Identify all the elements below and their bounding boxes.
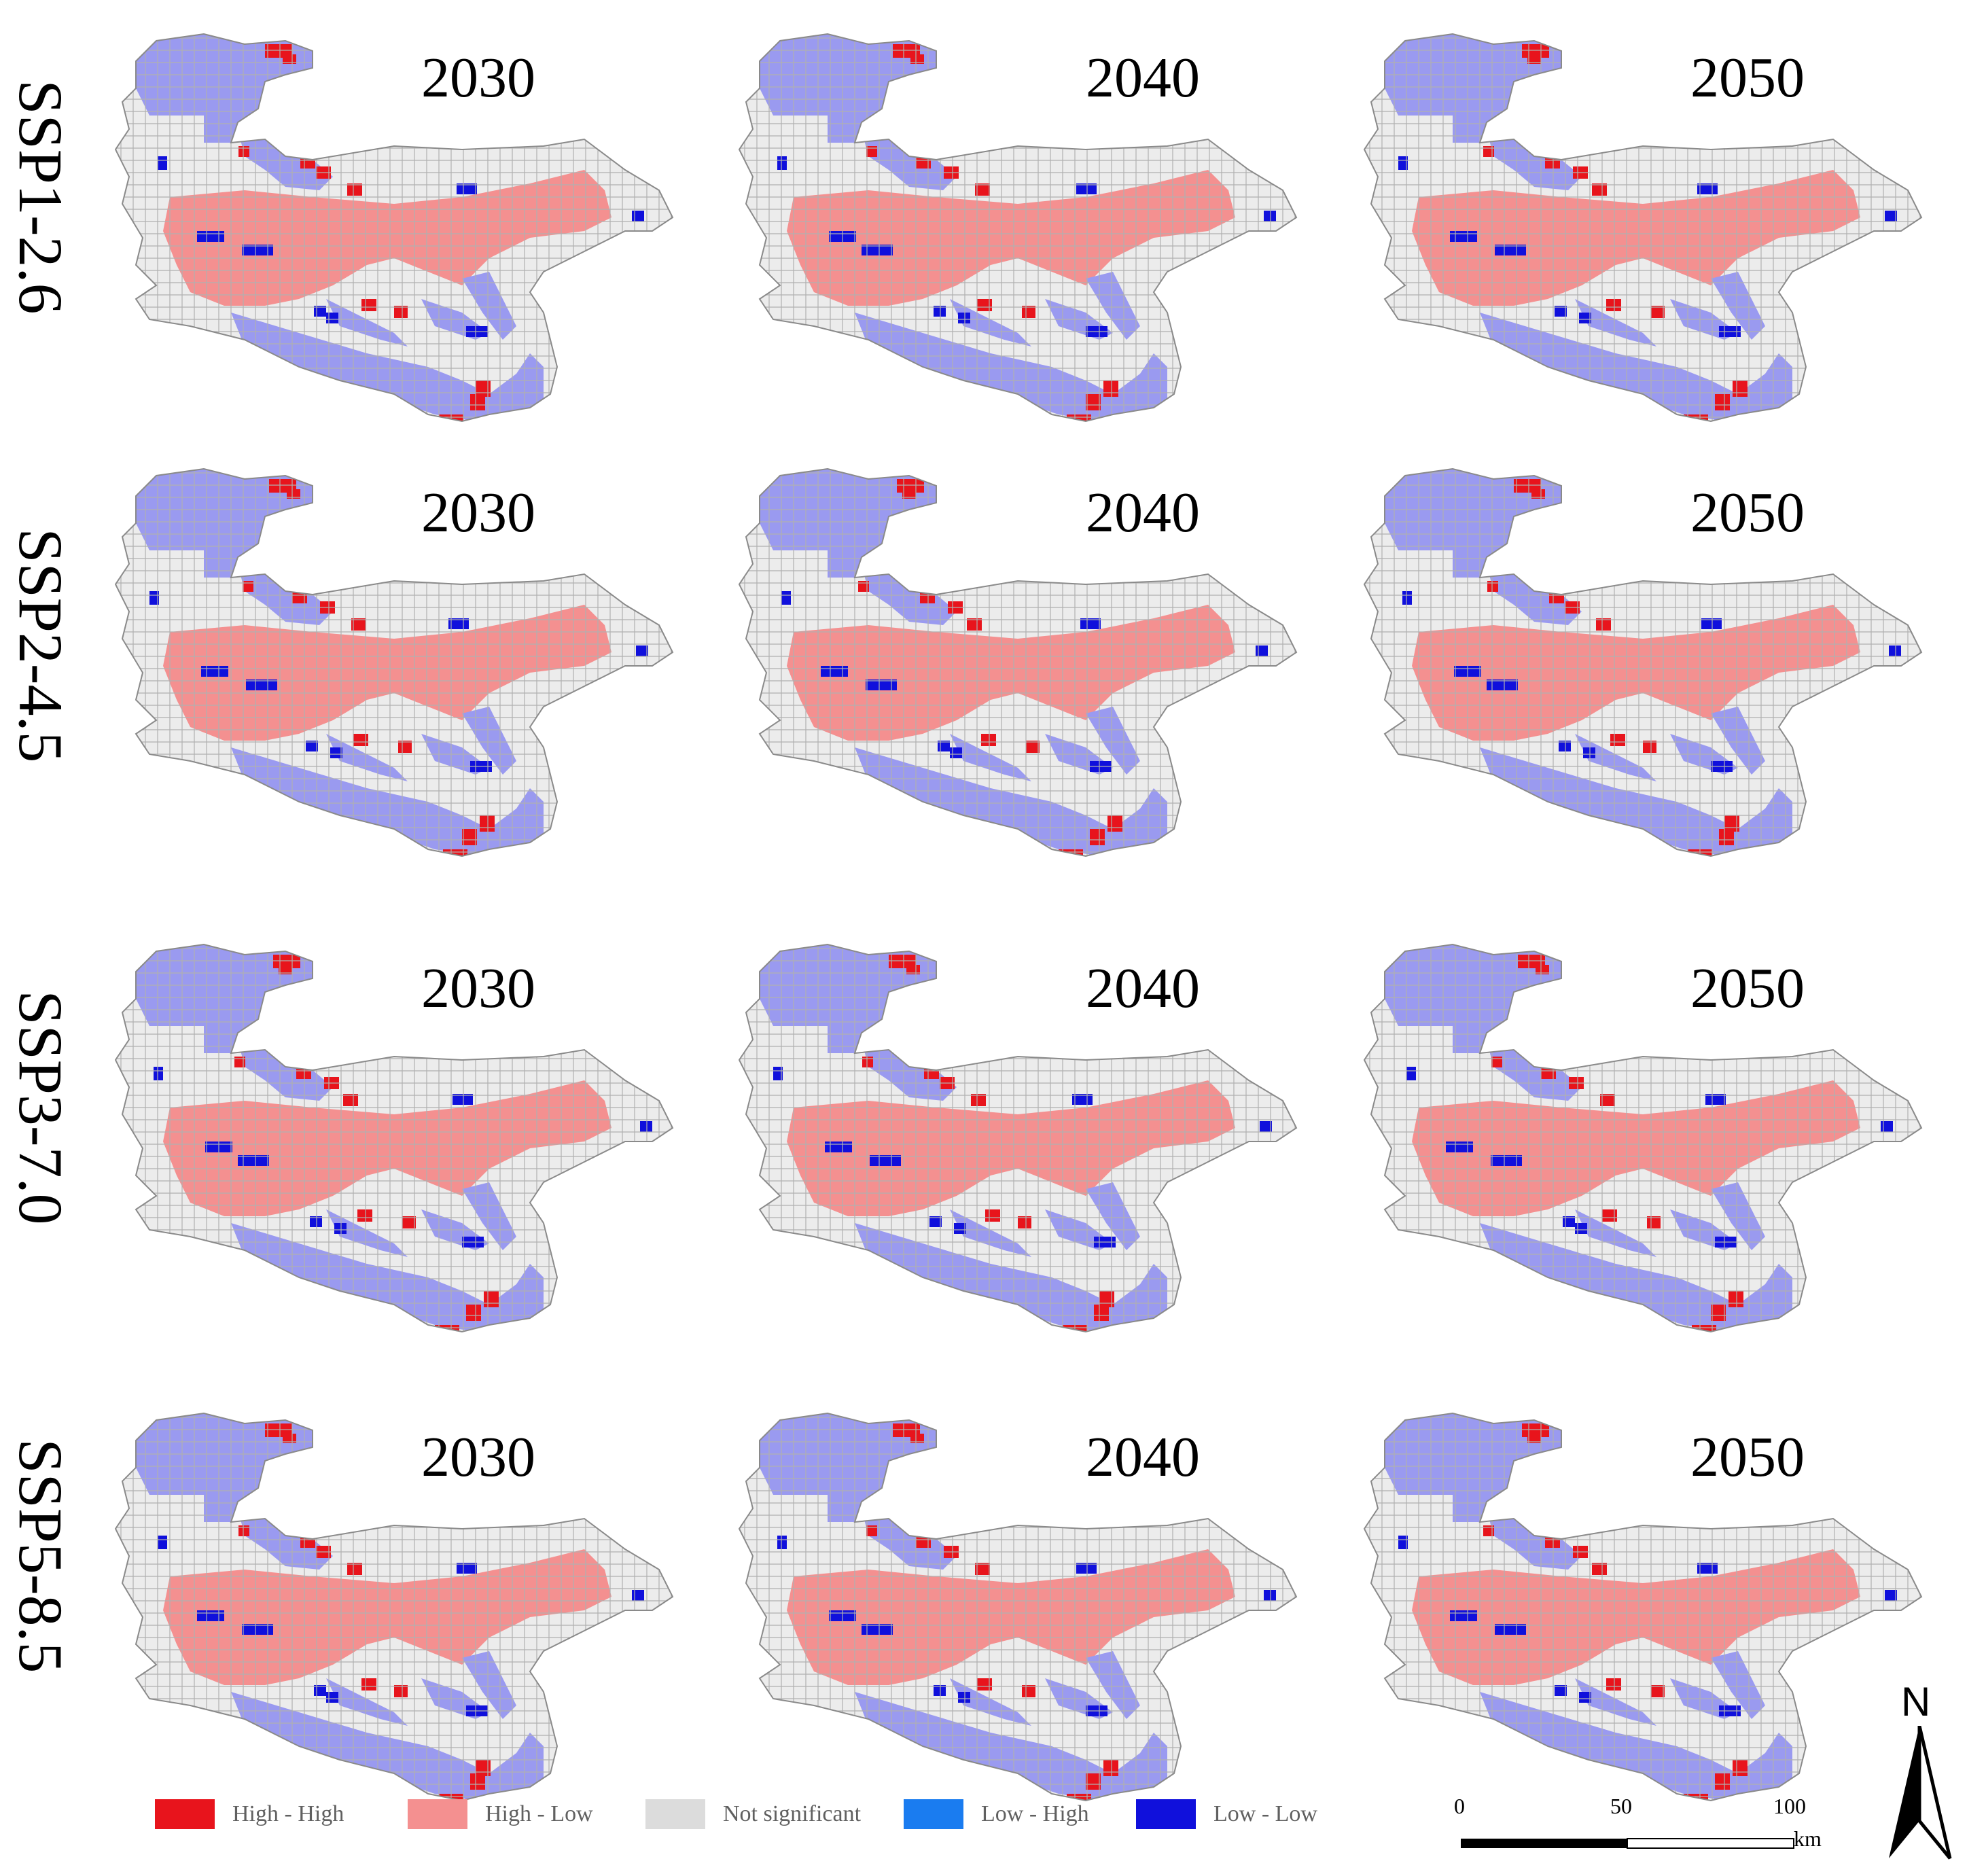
- map-panel-ssp2-45-2040: 2040: [732, 448, 1317, 863]
- legend-swatch-low-high: [904, 1799, 963, 1829]
- north-label: N: [1901, 1679, 1931, 1724]
- map-panel-ssp5-85-2030: 2030: [109, 1393, 693, 1807]
- year-label: 2030: [421, 46, 535, 109]
- map-panel-ssp2-45-2050: 2050: [1358, 448, 1942, 863]
- legend: High - High High - Low Not significant L…: [0, 1794, 1986, 1869]
- legend-swatch-high-high: [155, 1799, 215, 1829]
- legend-label-high-low: High - Low: [485, 1801, 593, 1826]
- map-panel-ssp3-70-2040: 2040: [732, 924, 1317, 1339]
- year-label: 2030: [421, 481, 535, 544]
- basin-map-icon: [738, 1412, 1298, 1802]
- scale-bar-icon: [1461, 1838, 1794, 1849]
- legend-swatch-low-low: [1136, 1799, 1196, 1829]
- year-label: 2040: [1086, 1426, 1200, 1489]
- year-label: 2050: [1690, 481, 1805, 544]
- year-label: 2050: [1690, 1426, 1805, 1489]
- basin-map-icon: [1363, 467, 1923, 857]
- year-label: 2030: [421, 1426, 535, 1489]
- basin-map-icon: [738, 943, 1298, 1333]
- scenario-label-2: SSP2-4.5: [6, 528, 75, 763]
- legend-label-not-significant: Not significant: [723, 1801, 862, 1826]
- basin-map-icon: [1363, 1412, 1923, 1802]
- year-label: 2040: [1086, 957, 1200, 1020]
- year-label: 2040: [1086, 481, 1200, 544]
- basin-map-icon: [738, 33, 1298, 423]
- year-label: 2050: [1690, 46, 1805, 109]
- legend-label-high-high: High - High: [232, 1801, 344, 1826]
- map-panel-ssp1-26-2040: 2040: [732, 14, 1317, 428]
- legend-swatch-not-significant: [645, 1799, 705, 1829]
- basin-map-icon: [738, 467, 1298, 857]
- year-label: 2030: [421, 957, 535, 1020]
- map-panel-ssp5-85-2040: 2040: [732, 1393, 1317, 1807]
- scale-tick-100: 100: [1773, 1794, 1806, 1818]
- map-panel-ssp2-45-2030: 2030: [109, 448, 693, 863]
- legend-item-low-high: Low - High: [904, 1794, 1089, 1835]
- basin-map-icon: [114, 467, 674, 857]
- map-panel-ssp1-26-2050: 2050: [1358, 14, 1942, 428]
- legend-item-high-low: High - Low: [408, 1794, 593, 1835]
- scale-tick-0: 0: [1454, 1794, 1465, 1818]
- legend-label-low-low: Low - Low: [1213, 1801, 1317, 1826]
- basin-map-icon: [1363, 943, 1923, 1333]
- legend-swatch-high-low: [408, 1799, 467, 1829]
- legend-label-low-high: Low - High: [981, 1801, 1089, 1826]
- scenario-label-4: SSP5-8.5: [6, 1438, 75, 1674]
- legend-item-high-high: High - High: [155, 1794, 344, 1835]
- map-panel-ssp3-70-2050: 2050: [1358, 924, 1942, 1339]
- legend-item-low-low: Low - Low: [1136, 1794, 1317, 1835]
- basin-map-icon: [1363, 33, 1923, 423]
- basin-map-icon: [114, 33, 674, 423]
- map-panel-ssp5-85-2050: 2050: [1358, 1393, 1942, 1807]
- north-arrow-icon: [1889, 1726, 1952, 1860]
- scenario-label-3: SSP3-7.0: [6, 990, 75, 1225]
- legend-item-not-significant: Not significant: [645, 1794, 861, 1835]
- scale-tick-50: 50: [1610, 1794, 1632, 1818]
- year-label: 2050: [1690, 957, 1805, 1020]
- basin-map-icon: [114, 943, 674, 1333]
- year-label: 2040: [1086, 46, 1200, 109]
- map-panel-ssp1-26-2030: 2030: [109, 14, 693, 428]
- scale-unit: km: [1794, 1826, 1822, 1851]
- map-panel-ssp3-70-2030: 2030: [109, 924, 693, 1339]
- north-arrow: N: [1882, 1678, 1957, 1862]
- scale-bar: 0 50 100 km: [1454, 1794, 1822, 1862]
- scenario-label-1: SSP1-2.6: [6, 79, 75, 315]
- basin-map-icon: [114, 1412, 674, 1802]
